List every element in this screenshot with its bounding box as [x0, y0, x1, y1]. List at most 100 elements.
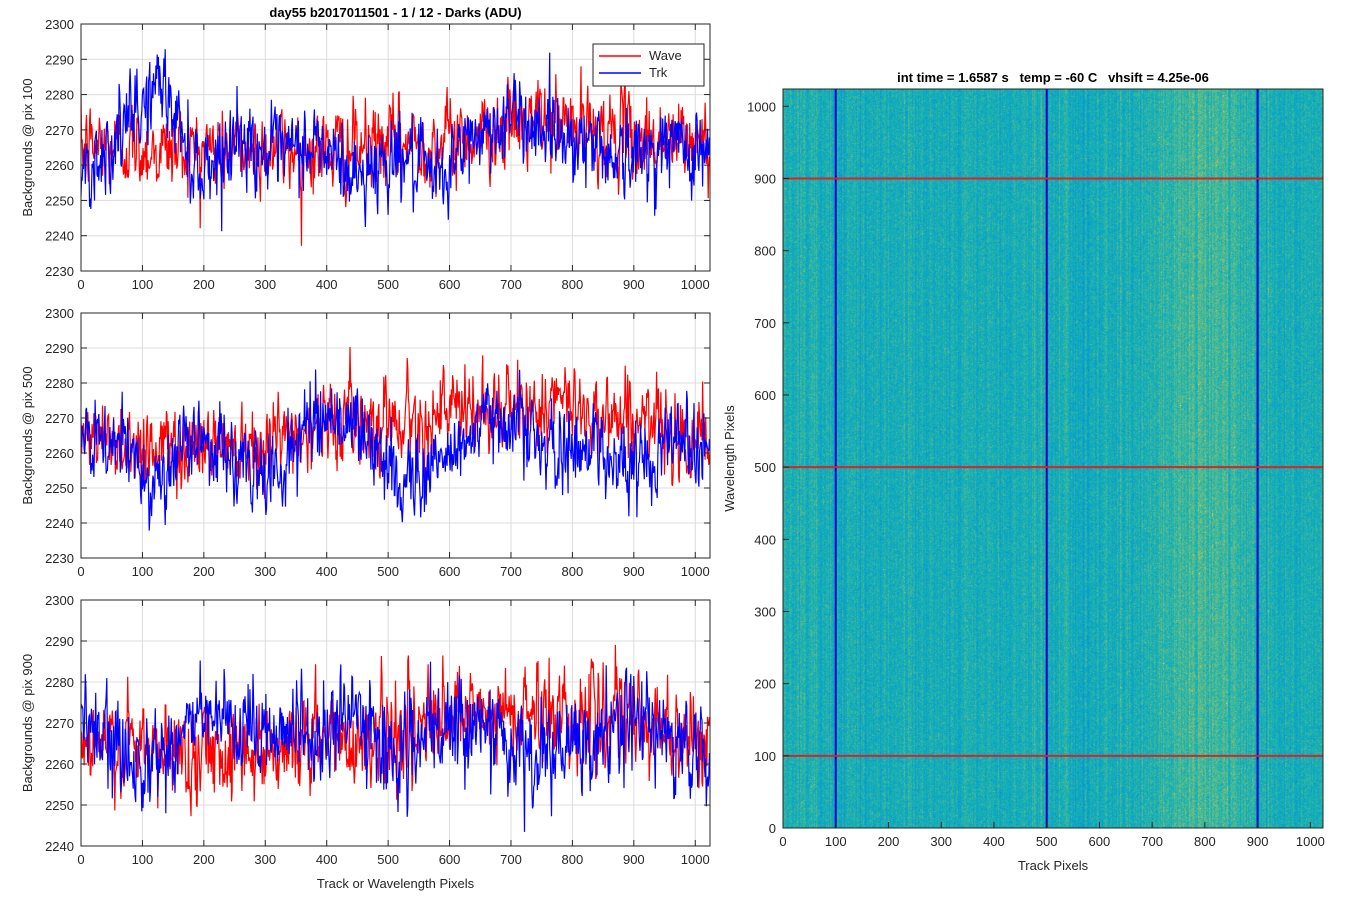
y-tick-label: 2240 — [45, 516, 74, 531]
x-tick-label: 500 — [377, 277, 399, 292]
y-tick-label: 2290 — [45, 341, 74, 356]
x-tick-label: 400 — [983, 834, 1005, 849]
x-axis-label: Track Pixels — [1018, 858, 1089, 873]
y-tick-label: 2250 — [45, 798, 74, 813]
legend-box — [592, 43, 705, 87]
y-tick-label: 2300 — [45, 593, 74, 608]
series-line-trk — [81, 660, 710, 832]
y-tick-label: 2270 — [45, 411, 74, 426]
y-tick-label: 2300 — [45, 306, 74, 321]
y-tick-label: 900 — [754, 171, 776, 186]
legend-label-trk: Trk — [649, 65, 668, 80]
y-tick-label: 1000 — [747, 99, 776, 114]
y-tick-label: 0 — [769, 821, 776, 836]
x-tick-label: 1000 — [681, 564, 710, 579]
series-line-trk — [81, 49, 710, 232]
x-tick-label: 900 — [623, 564, 645, 579]
x-tick-label: 100 — [132, 564, 154, 579]
x-tick-label: 600 — [439, 564, 461, 579]
y-axis-label: Backgrounds @ pix 500 — [20, 366, 35, 504]
x-tick-label: 900 — [623, 852, 645, 867]
x-tick-label: 800 — [562, 564, 584, 579]
series-line-wave — [81, 346, 710, 500]
x-tick-label: 0 — [77, 277, 84, 292]
heatmap-image — [783, 89, 1323, 828]
y-axis-label: Backgrounds @ pix 100 — [20, 78, 35, 216]
chart-title: day55 b2017011501 - 1 / 12 - Darks (ADU) — [269, 5, 521, 20]
x-tick-label: 300 — [254, 852, 276, 867]
x-tick-label: 0 — [779, 834, 786, 849]
x-tick-label: 200 — [878, 834, 900, 849]
y-tick-label: 2260 — [45, 757, 74, 772]
x-tick-label: 500 — [1036, 834, 1058, 849]
y-tick-label: 100 — [754, 749, 776, 764]
y-tick-label: 2250 — [45, 193, 74, 208]
x-tick-label: 700 — [500, 852, 522, 867]
x-tick-label: 1000 — [681, 277, 710, 292]
y-tick-label: 2240 — [45, 229, 74, 244]
line-chart-3: 0 100 200 300 400 500 600 700 800 900 1000 2240 2250… — [20, 593, 711, 891]
y-axis-label: Wavelength Pixels — [722, 405, 737, 512]
y-tick-label: 2280 — [45, 675, 74, 690]
axes-box — [80, 23, 711, 272]
heatmap-image-container — [783, 89, 1323, 828]
legend: Wave Trk — [592, 43, 705, 87]
y-tick-label: 2270 — [45, 716, 74, 731]
x-tick-label: 600 — [1089, 834, 1111, 849]
heatmap-title: int time = 1.6587 s temp = -60 C vhsift … — [897, 70, 1209, 85]
y-tick-label: 2270 — [45, 123, 74, 138]
y-tick-label: 2260 — [45, 158, 74, 173]
y-tick-label: 2230 — [45, 551, 74, 566]
x-tick-label: 600 — [439, 852, 461, 867]
x-tick-label: 100 — [825, 834, 847, 849]
x-tick-label: 400 — [316, 564, 338, 579]
x-tick-label: 400 — [316, 852, 338, 867]
line-chart-2: 0 100 200 300 400 500 600 700 800 900 1000 2230 2240… — [20, 306, 711, 579]
y-tick-label: 2290 — [45, 634, 74, 649]
y-tick-label: 2260 — [45, 446, 74, 461]
y-tick-label: 2300 — [45, 17, 74, 32]
x-tick-label: 1000 — [681, 852, 710, 867]
x-tick-label: 1000 — [1296, 834, 1325, 849]
x-tick-label: 300 — [254, 277, 276, 292]
x-tick-label: 400 — [316, 277, 338, 292]
x-tick-label: 600 — [439, 277, 461, 292]
y-tick-label: 300 — [754, 604, 776, 619]
y-tick-label: 800 — [754, 244, 776, 259]
x-tick-label: 500 — [377, 852, 399, 867]
y-tick-label: 600 — [754, 388, 776, 403]
x-tick-label: 900 — [623, 277, 645, 292]
y-axis-label: Backgrounds @ pix 900 — [20, 654, 35, 792]
x-tick-label: 300 — [930, 834, 952, 849]
series-line-wave — [81, 644, 710, 817]
x-tick-label: 800 — [562, 277, 584, 292]
x-tick-label: 200 — [193, 852, 215, 867]
x-tick-label: 100 — [132, 852, 154, 867]
x-tick-label: 700 — [1141, 834, 1163, 849]
y-tick-label: 700 — [754, 316, 776, 331]
x-tick-label: 700 — [500, 277, 522, 292]
legend-label-wave: Wave — [649, 48, 682, 63]
x-tick-label: 300 — [254, 564, 276, 579]
y-tick-label: 400 — [754, 532, 776, 547]
x-tick-label: 800 — [562, 852, 584, 867]
x-tick-label: 100 — [132, 277, 154, 292]
y-tick-label: 2250 — [45, 481, 74, 496]
x-tick-label: 200 — [193, 564, 215, 579]
y-tick-label: 2280 — [45, 88, 74, 103]
y-tick-label: 200 — [754, 677, 776, 692]
series-line-trk — [81, 369, 710, 531]
x-tick-label: 200 — [193, 277, 215, 292]
x-tick-label: 500 — [377, 564, 399, 579]
y-tick-label: 2230 — [45, 264, 74, 279]
heatmap-chart: 0 100 200 300 400 500 600 700 800 900 1000 0 100 200 3… — [722, 70, 1325, 873]
x-tick-label: 0 — [77, 852, 84, 867]
y-tick-label: 2290 — [45, 52, 74, 67]
y-tick-label: 2240 — [45, 839, 74, 854]
x-tick-label: 700 — [500, 564, 522, 579]
line-chart-1: 0 100 200 300 400 500 600 700 800 900 1000 2230 2240… — [20, 5, 711, 292]
heatmap-axes-box — [782, 88, 1324, 829]
x-axis-label: Track or Wavelength Pixels — [317, 876, 475, 891]
x-tick-label: 0 — [77, 564, 84, 579]
